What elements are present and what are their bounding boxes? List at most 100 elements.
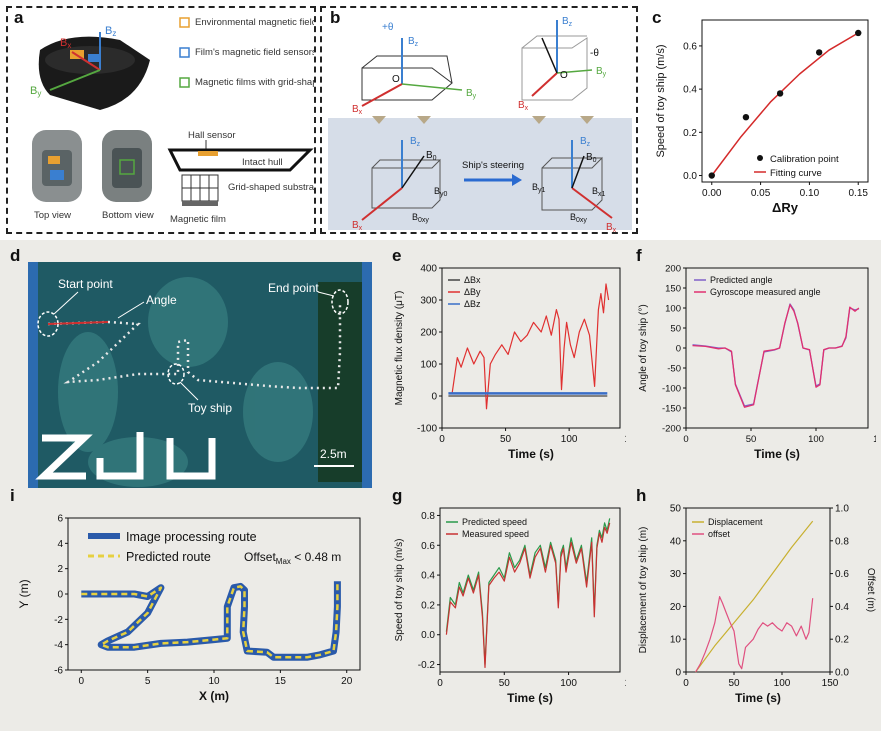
chart-i-xlabel: X (m) — [199, 689, 229, 703]
chart-h: 0 50 100 150 0 10 20 30 40 50 Time (s) Displacement… — [638, 504, 876, 706]
panel-b-label: b — [330, 8, 341, 27]
legend-series-label: ΔBz — [464, 299, 481, 309]
chart-f-ytick-label: 0 — [676, 344, 681, 355]
chart-e-ylabel: Magnetic flux density (μT) — [394, 291, 405, 406]
calibration-point — [742, 114, 750, 121]
chart-f: 0 50 100 150 -200 -150 -100 -50 0 50 100 150 200 Time… — [638, 264, 876, 462]
panel-g-label: g — [392, 486, 403, 505]
chart-h-xtick-label: 0 — [683, 678, 689, 689]
panel-b-figure: +θ Bz O Bx By Bz -θ O Bx By Bz B0 Bx By0… — [328, 16, 632, 232]
panel-f-label: f — [636, 246, 642, 265]
svg-text:O: O — [560, 70, 568, 81]
panel-d-photo: Start point Angle End point Toy ship 2.5… — [28, 262, 372, 488]
chart-e-xtick-label: 150 — [624, 434, 626, 445]
chart-g-ytick-label: -0.2 — [418, 660, 436, 671]
measured-speed-line — [445, 522, 611, 669]
chart-i-ytick-label: -6 — [54, 666, 63, 677]
chart-h-ytick-label: 50 — [670, 504, 682, 515]
svg-text:Bx: Bx — [352, 220, 363, 232]
chart-i-xtick-label: 15 — [275, 676, 287, 687]
chart-e-ytick-label: 100 — [420, 360, 437, 371]
svg-text:By0: By0 — [434, 186, 448, 198]
svg-text:Bx1: Bx1 — [592, 186, 606, 198]
svg-text:By: By — [596, 66, 607, 78]
toy-ship-label: Toy ship — [188, 401, 232, 415]
chart-h-xlabel: Time (s) — [735, 691, 781, 705]
series-by-line — [451, 283, 610, 410]
chart-h-xtick-label: 100 — [774, 678, 791, 689]
chart-g-plot-frame — [439, 507, 621, 673]
film-sensor-mark — [88, 54, 100, 62]
calibration-point — [855, 29, 862, 37]
chart-g: 0 50 100 150 -0.2 0.0 0.2 0.4 0.6 0.8 Time (s) Spee… — [394, 507, 626, 705]
chart-f-ytick-label: -200 — [662, 424, 681, 435]
chart-c-xtick-label: 0.10 — [800, 188, 820, 199]
svg-text:-θ: -θ — [590, 48, 599, 59]
chart-h-ylabel-right: Offset (m) — [865, 568, 876, 612]
legend-env: Environmental magnetic field sensors — [195, 17, 314, 28]
legend-series-label: Measured speed — [462, 529, 529, 539]
chart-g-ytick-label: 0.4 — [421, 571, 435, 582]
chart-h-ytick-right-label: 0.8 — [835, 536, 849, 547]
legend-series-label: ΔBx — [464, 275, 481, 285]
chart-h-xtick-label: 150 — [822, 678, 839, 689]
panel-a-figure: Bz Bx By Environmental magnetic field se… — [30, 17, 314, 225]
svg-text:Bx: Bx — [606, 222, 617, 232]
chart-h-ytick-right-label: 0.4 — [835, 602, 849, 613]
panel-h-label: h — [636, 486, 647, 505]
chart-h-ytick-label: 0 — [675, 668, 681, 679]
svg-text:O: O — [392, 74, 400, 85]
panel-c-label: c — [652, 8, 662, 27]
chart-f-xlabel: Time (s) — [754, 447, 800, 461]
legend-series-label: offset — [708, 529, 730, 539]
chart-i-ytick-label: -2 — [54, 615, 63, 626]
chart-c-ylabel: Speed of toy ship (m/s) — [655, 44, 667, 157]
chart-c-plot-frame — [701, 19, 869, 183]
svg-text:Bz: Bz — [408, 36, 419, 48]
svg-text:B0: B0 — [586, 152, 597, 164]
chart-i-xtick-label: 10 — [208, 676, 220, 687]
fitting-curve — [711, 32, 859, 176]
calibration-point — [815, 49, 823, 56]
chart-h-ytick-label: 10 — [670, 635, 682, 646]
top-view-caption: Top view — [34, 210, 71, 221]
chart-i-ylabel: Y (m) — [17, 579, 31, 608]
predicted-angle-line — [692, 303, 860, 407]
svg-text:By1: By1 — [532, 182, 546, 194]
bottom-view-caption: Bottom view — [102, 210, 154, 221]
chart-h-ytick-label: 40 — [670, 536, 682, 547]
offset-annotation: OffsetMax < 0.48 m — [244, 550, 341, 566]
legend-film: Film's magnetic field sensors — [195, 47, 314, 58]
start-point-label: Start point — [58, 277, 113, 291]
chart-e-plot-frame — [441, 267, 621, 429]
chart-h-ytick-right-label: 0.0 — [835, 668, 849, 679]
chart-g-xtick-label: 150 — [625, 678, 626, 689]
panel-b-frame — [320, 6, 638, 234]
chart-f-ytick-label: -100 — [662, 384, 681, 395]
svg-text:By: By — [30, 85, 41, 98]
chart-c-ytick-label: 0.4 — [683, 85, 697, 96]
chart-f-xtick-label: 150 — [873, 434, 876, 445]
svg-text:Grid-shaped substrate: Grid-shaped substrate — [228, 182, 314, 193]
chart-e-ytick-label: -100 — [417, 424, 437, 435]
svg-text:Bx: Bx — [518, 100, 529, 112]
legend-series-label: Predicted angle — [710, 275, 773, 285]
legend-calibration-label: Calibration point — [770, 154, 839, 165]
chart-c-ytick-label: 0.2 — [683, 128, 697, 139]
svg-text:Bx: Bx — [60, 37, 71, 50]
panel-d-label: d — [10, 246, 21, 265]
gyroscope-angle-line — [692, 304, 860, 408]
chart-g-ytick-label: 0.8 — [421, 511, 435, 522]
chart-i-ytick-label: 0 — [57, 590, 63, 601]
chart-i-ytick-label: 4 — [57, 539, 63, 550]
scale-label: 2.5m — [320, 447, 347, 461]
chart-f-ytick-label: 200 — [665, 264, 681, 275]
legend-predicted-route-label: Predicted route — [126, 550, 211, 564]
chart-e-ytick-label: 300 — [420, 296, 437, 307]
svg-text:Bz: Bz — [410, 136, 421, 148]
chart-g-xtick-label: 100 — [560, 678, 577, 689]
chart-f-xtick-label: 50 — [746, 434, 757, 445]
chart-c-xtick-label: 0.00 — [702, 188, 722, 199]
chart-g-ytick-label: 0.2 — [421, 600, 435, 611]
